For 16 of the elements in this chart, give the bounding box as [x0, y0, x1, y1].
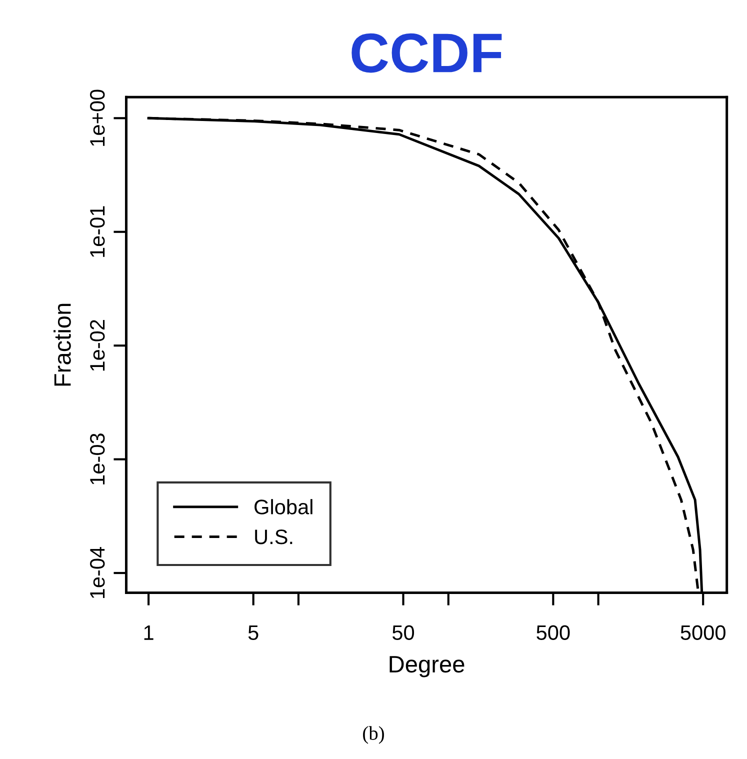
- text: (b): [363, 726, 384, 744]
- y-tick-label: 1e+00: [90, 90, 105, 146]
- legend-label: Global: [254, 499, 312, 514]
- chart-title: CCDF: [352, 33, 502, 73]
- y-tick-label: 1e-02: [90, 320, 105, 371]
- x-tick-label: 5000: [680, 625, 726, 640]
- y-tick-label: 1e-03: [90, 434, 105, 484]
- x-axis-title: Degree: [390, 656, 464, 678]
- x-tick-label: 50: [392, 625, 414, 640]
- x-tick-label: 500: [536, 625, 570, 640]
- x-tick-label: 5: [248, 625, 258, 640]
- y-tick-label: 1e-01: [90, 206, 105, 257]
- y-tick-label: 1e-04: [90, 546, 105, 598]
- y-axis-title: Fraction: [54, 304, 71, 386]
- x-tick-label: 1: [144, 625, 154, 640]
- legend-label: U.S.: [255, 529, 292, 544]
